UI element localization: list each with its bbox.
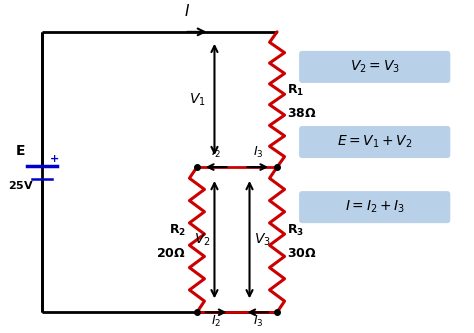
Text: $\mathbf{20\Omega}$: $\mathbf{20\Omega}$: [156, 247, 186, 260]
Text: $\mathbf{E}$: $\mathbf{E}$: [16, 144, 26, 158]
Text: $\mathbf{R_1}$: $\mathbf{R_1}$: [287, 83, 304, 98]
Text: $I$: $I$: [184, 3, 190, 19]
FancyBboxPatch shape: [299, 126, 450, 158]
Text: $\bf{+}$: $\bf{+}$: [49, 153, 59, 164]
FancyBboxPatch shape: [299, 51, 450, 83]
Text: $I_3$: $I_3$: [253, 314, 264, 329]
Text: $I_2$: $I_2$: [211, 314, 221, 329]
Text: $V_1$: $V_1$: [189, 91, 205, 108]
Text: $V_3$: $V_3$: [254, 231, 270, 248]
Text: $\mathbf{R_3}$: $\mathbf{R_3}$: [287, 223, 304, 238]
Text: $I_2$: $I_2$: [211, 145, 221, 160]
Text: $V_2 = V_3$: $V_2 = V_3$: [350, 59, 400, 75]
Text: $\mathbf{38\Omega}$: $\mathbf{38\Omega}$: [287, 107, 317, 120]
Text: $\mathbf{R_2}$: $\mathbf{R_2}$: [169, 223, 186, 238]
Text: $V_2$: $V_2$: [194, 231, 210, 248]
Text: $I = I_2+I_3$: $I = I_2+I_3$: [345, 199, 405, 215]
Text: $E = V_1+V_2$: $E = V_1+V_2$: [337, 134, 412, 150]
FancyBboxPatch shape: [299, 191, 450, 223]
Text: $\mathbf{30\Omega}$: $\mathbf{30\Omega}$: [287, 247, 317, 260]
Text: $I_3$: $I_3$: [253, 145, 264, 160]
Text: $\mathbf{25V}$: $\mathbf{25V}$: [8, 178, 34, 190]
